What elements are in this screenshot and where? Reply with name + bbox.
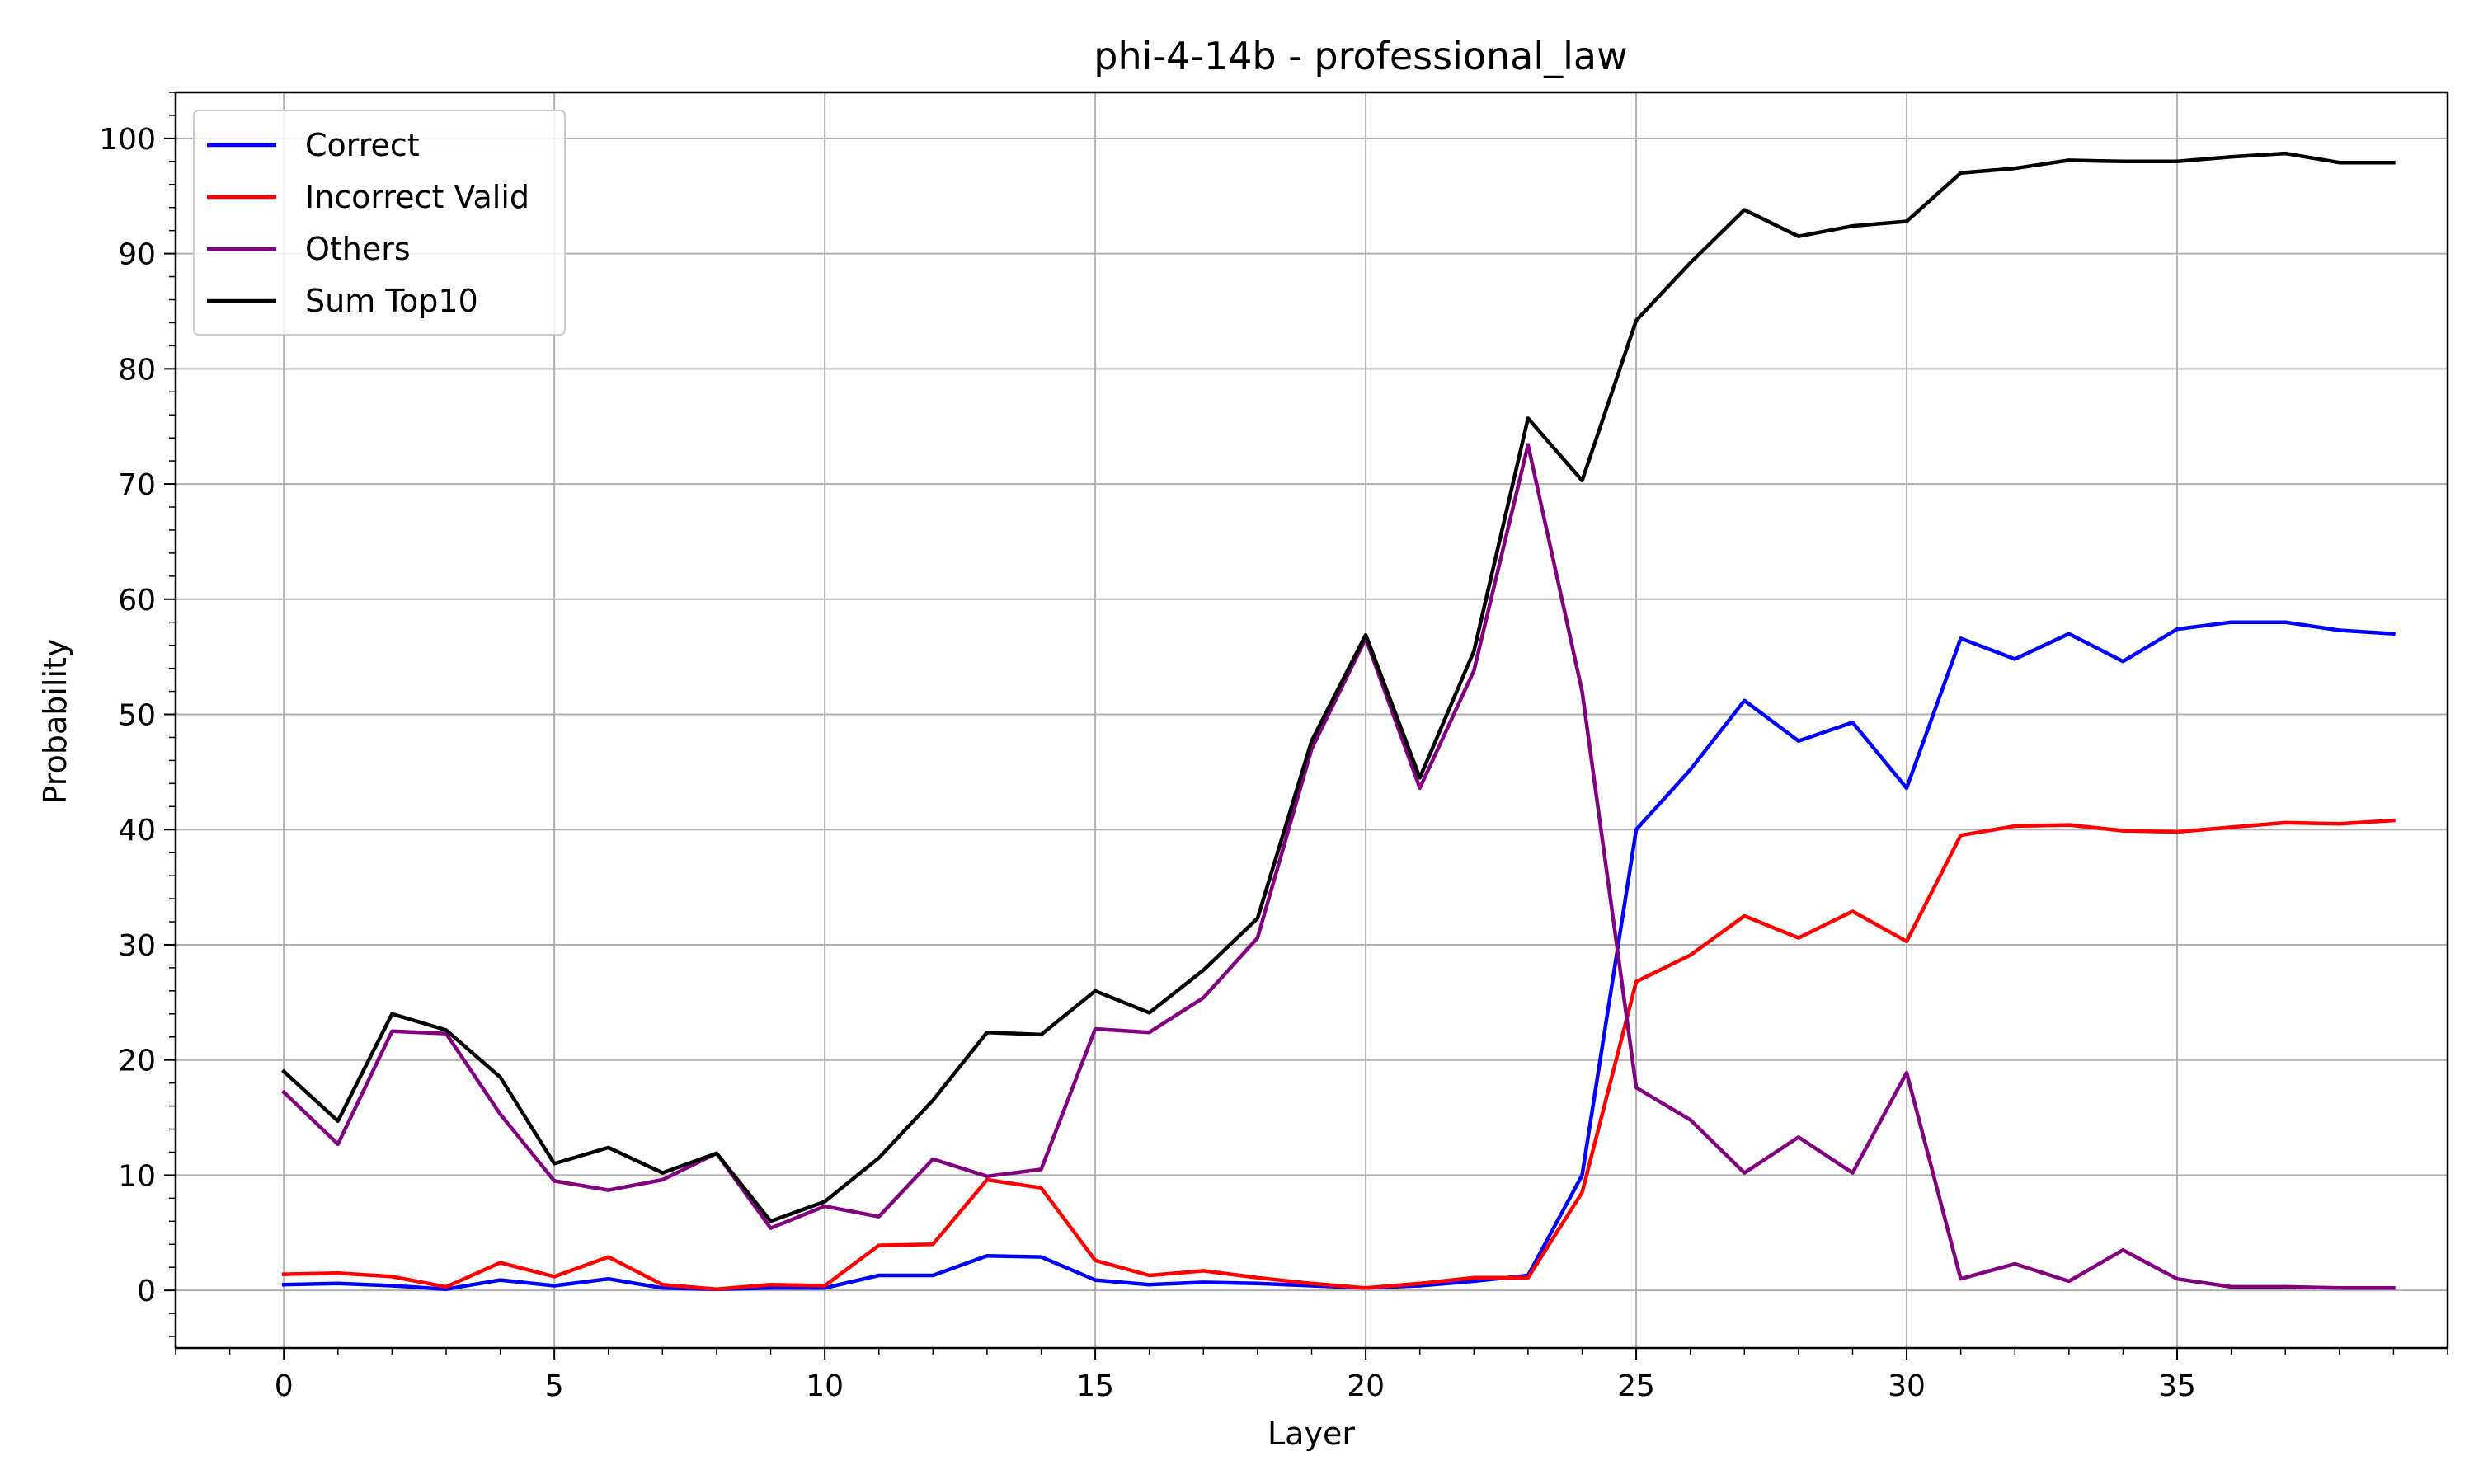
x-tick-label: 35 [2158,1369,2196,1403]
series-line-others [281,443,2396,1290]
x-tick-label: 0 [275,1369,294,1403]
y-tick-label: 70 [118,468,156,502]
y-tick-label: 100 [99,123,156,157]
x-tick-label: 10 [806,1369,844,1403]
y-tick-label: 60 [118,584,156,618]
legend-label-incorrect-valid: Incorrect Valid [305,179,529,215]
y-tick-label: 30 [118,929,156,963]
axis-ticks: 0 5 10 15 20 25 30 35 0 10 20 30 40 50 60 70 80 90 100 [99,92,2448,1403]
y-tick-label: 90 [118,238,156,272]
series-lines [281,151,2396,1291]
y-axis-title: Probability [37,639,73,805]
series-line-sum-top10 [281,151,2396,1223]
y-tick-label: 10 [118,1159,156,1193]
series-line-incorrect-valid [281,818,2396,1291]
y-tick-label: 20 [118,1045,156,1078]
x-tick-label: 5 [545,1369,564,1403]
x-axis-title: Layer [1268,1416,1355,1452]
legend-label-sum-top10: Sum Top10 [305,283,478,319]
y-tick-label: 50 [118,699,156,733]
legend-label-correct: Correct [305,127,420,163]
x-tick-label: 30 [1888,1369,1926,1403]
x-tick-label: 15 [1076,1369,1114,1403]
y-tick-label: 0 [137,1275,156,1308]
grid [176,92,2448,1348]
x-tick-label: 20 [1347,1369,1385,1403]
x-tick-label: 25 [1617,1369,1655,1403]
y-tick-label: 80 [118,353,156,387]
chart-title: phi-4-14b - professional_law [1094,34,1627,78]
legend: Correct Incorrect Valid Others Sum Top10 [193,110,566,336]
y-tick-label: 40 [118,814,156,848]
plot-frame [174,91,2449,1350]
legend-label-others: Others [305,231,411,267]
legend-box [193,110,566,336]
